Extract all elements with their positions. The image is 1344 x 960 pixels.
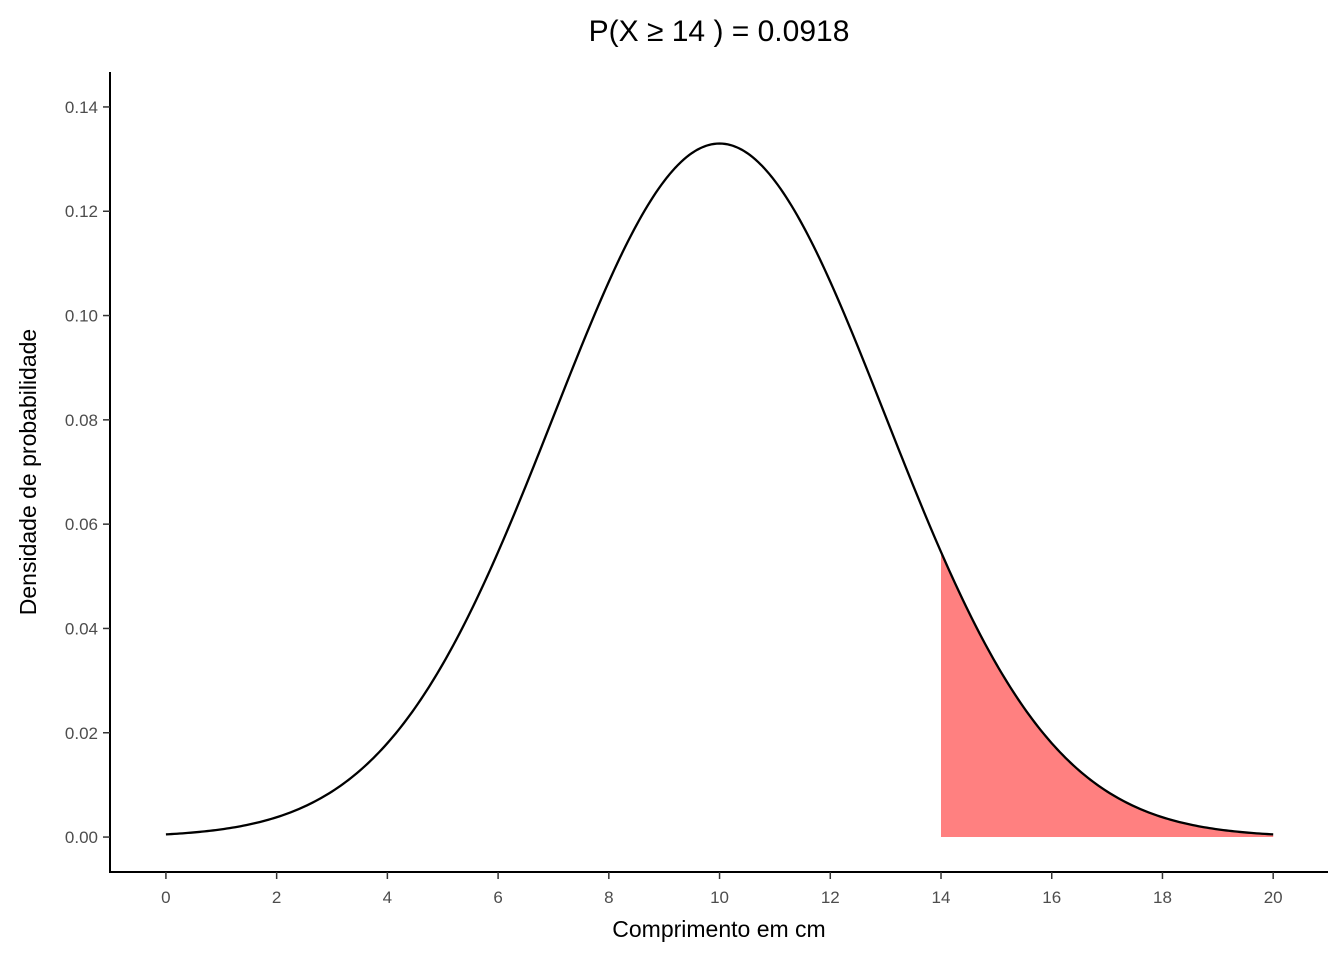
y-axis-label: Densidade de probabilidade — [15, 329, 41, 615]
x-tick-label: 6 — [493, 888, 502, 907]
plot-area — [165, 142, 1274, 838]
chart-title: P(X ≥ 14 ) = 0.0918 — [589, 15, 850, 48]
density-curve — [165, 142, 1274, 836]
y-tick-label: 0.00 — [65, 828, 98, 847]
y-tick-label: 0.14 — [65, 98, 98, 117]
x-tick-label: 12 — [821, 888, 840, 907]
x-axis-ticks: 0 2 4 6 8 10 12 14 16 18 20 — [161, 872, 1283, 907]
x-tick-label: 0 — [161, 888, 170, 907]
x-tick-label: 16 — [1042, 888, 1061, 907]
y-tick-label: 0.06 — [65, 515, 98, 534]
x-tick-label: 4 — [383, 888, 392, 907]
x-tick-label: 18 — [1153, 888, 1172, 907]
x-axis-label: Comprimento em cm — [612, 916, 825, 942]
y-tick-label: 0.08 — [65, 411, 98, 430]
y-tick-label: 0.02 — [65, 724, 98, 743]
y-tick-label: 0.04 — [65, 619, 98, 638]
x-tick-label: 10 — [710, 888, 729, 907]
y-tick-label: 0.12 — [65, 202, 98, 221]
x-tick-label: 20 — [1264, 888, 1283, 907]
x-tick-label: 2 — [272, 888, 281, 907]
y-axis-ticks: 0.00 0.02 0.04 0.06 0.08 0.10 0.12 0.14 — [65, 98, 110, 847]
x-tick-label: 14 — [932, 888, 951, 907]
shaded-tail-area — [941, 551, 1274, 838]
y-tick-label: 0.10 — [65, 307, 98, 326]
x-tick-label: 8 — [604, 888, 613, 907]
